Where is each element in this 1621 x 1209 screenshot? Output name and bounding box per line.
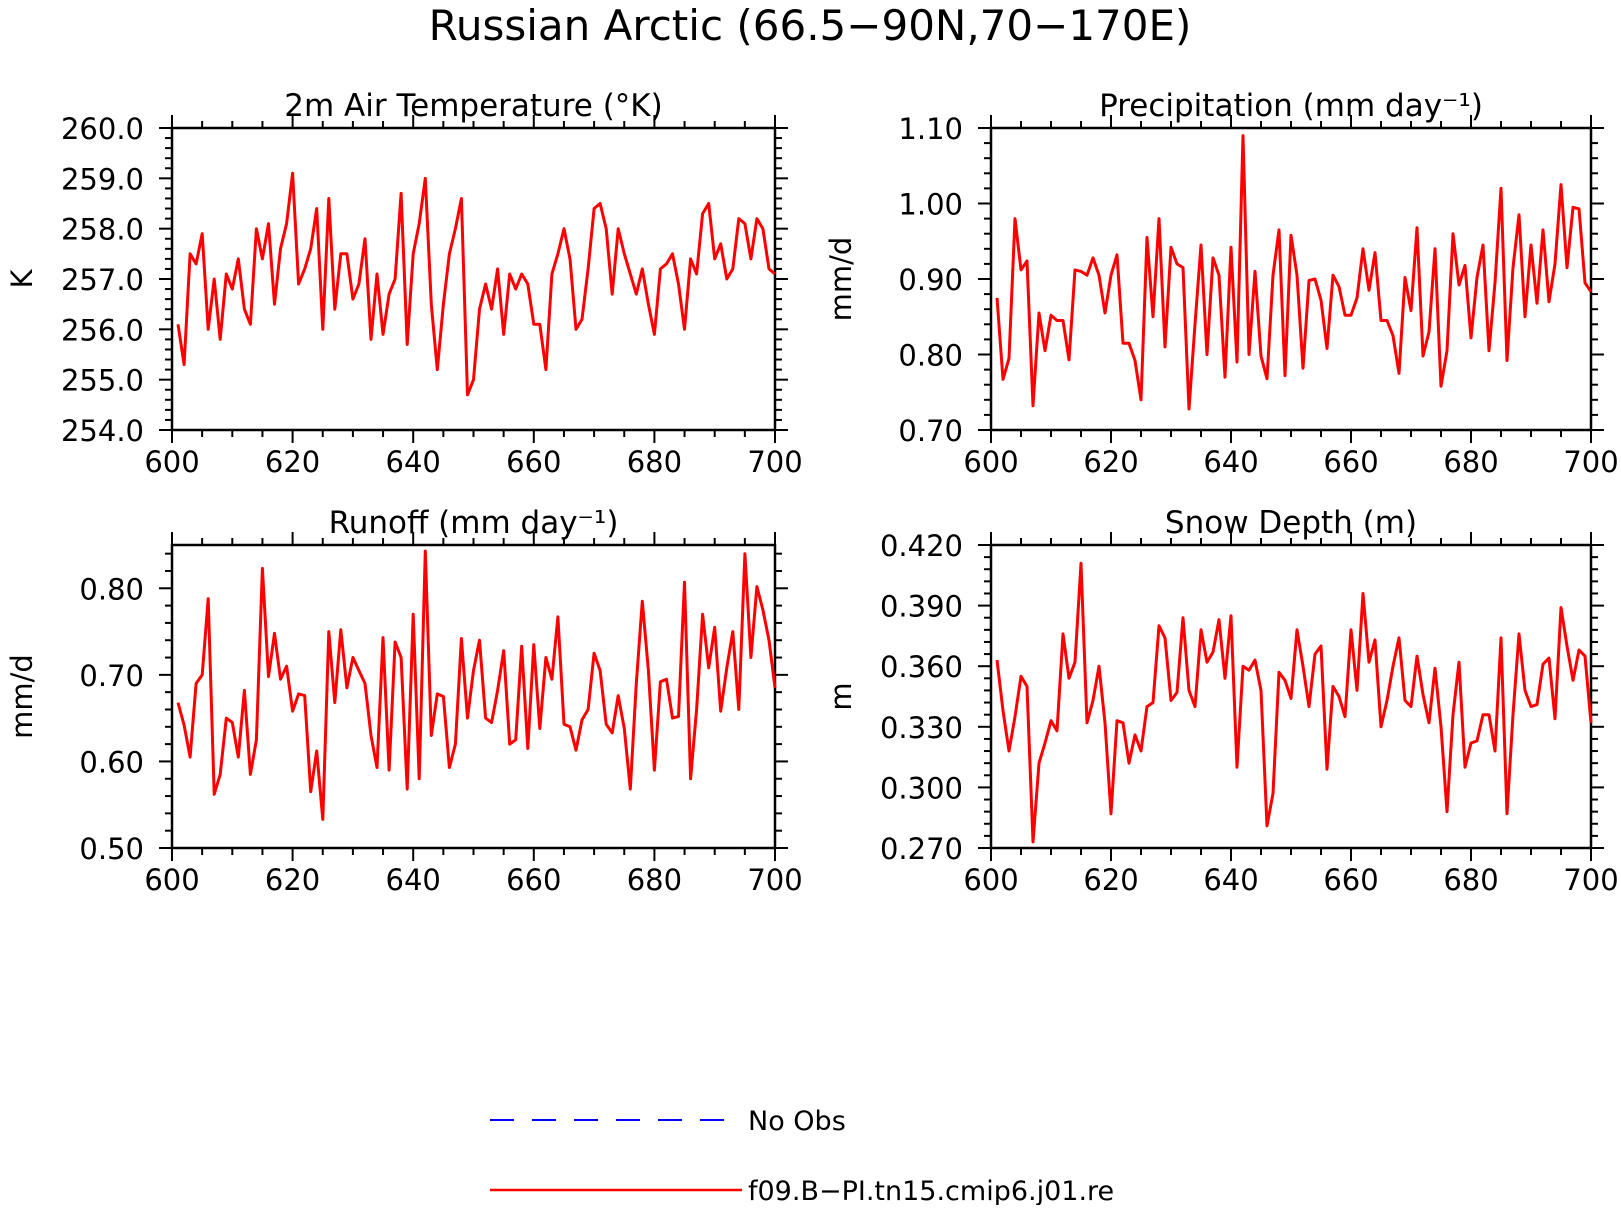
x-tick-label: 700 — [747, 863, 802, 897]
x-tick-label: 620 — [1083, 863, 1138, 897]
y-tick-label: 254.0 — [61, 414, 144, 448]
y-tick-label: 0.360 — [880, 650, 963, 684]
legend-label-1: No Obs — [748, 1106, 846, 1137]
y-tick-label: 0.50 — [79, 832, 144, 866]
plot-frame — [170, 126, 777, 432]
y-axis-label: mm/d — [824, 237, 858, 322]
x-tick-label: 620 — [1083, 445, 1138, 479]
series-line-1 — [995, 561, 1593, 844]
x-tick-label: 660 — [506, 445, 561, 479]
x-tick-label: 600 — [963, 863, 1018, 897]
x-tick-label: 640 — [1203, 863, 1258, 897]
y-tick-label: 0.90 — [898, 263, 963, 297]
y-tick-label: 0.330 — [880, 711, 963, 745]
x-tick-label: 600 — [963, 445, 1018, 479]
y-tick-label: 0.70 — [898, 414, 963, 448]
x-tick-label: 680 — [1443, 863, 1498, 897]
y-tick-label: 0.300 — [880, 771, 963, 805]
y-tick-label: 0.80 — [79, 572, 144, 606]
legend-label-2: f09.B−PI.tn15.cmip6.j01.re — [748, 1176, 1114, 1205]
chart-panel-4: Snow Depth (m) m 600 620 640 660 680 700 0.270 0.… — [824, 505, 1619, 897]
y-tick-label: 0.420 — [880, 529, 963, 563]
series-line-1 — [176, 171, 776, 397]
plot-frame — [989, 126, 1593, 432]
x-tick-label: 680 — [1443, 445, 1498, 479]
chart-panel-3: Runoff (mm day⁻¹) mm/d 600 620 640 660 680 700 0… — [5, 505, 803, 897]
panel-title: 2m Air Temperature (°K) — [284, 88, 662, 124]
y-axis-label: m — [824, 682, 858, 710]
y-tick-label: 256.0 — [61, 313, 144, 347]
y-tick-label: 259.0 — [61, 162, 144, 196]
panel-title: Runoff (mm day⁻¹) — [329, 505, 619, 541]
x-tick-label: 660 — [1323, 445, 1378, 479]
legend: No Obs f09.B−PI.tn15.cmip6.j01.re — [490, 1106, 1114, 1207]
chart-panel-1: 2m Air Temperature (°K) K 600 620 640 660 680 7… — [5, 88, 803, 479]
y-tick-label: 257.0 — [61, 263, 144, 297]
x-tick-label: 600 — [144, 445, 199, 479]
y-tick-label: 260.0 — [61, 112, 144, 146]
y-axis-label: K — [5, 269, 39, 289]
y-axis-label: mm/d — [5, 654, 39, 739]
x-tick-label: 660 — [506, 863, 561, 897]
y-tick-label: 0.270 — [880, 832, 963, 866]
x-tick-label: 640 — [1203, 445, 1258, 479]
y-tick-label: 1.10 — [898, 112, 963, 146]
x-tick-label: 680 — [627, 445, 682, 479]
page-title: Russian Arctic (66.5−90N,70−170E) — [429, 1, 1192, 50]
x-tick-label: 640 — [386, 863, 441, 897]
series-line-1 — [995, 134, 1593, 411]
x-tick-label: 620 — [265, 863, 320, 897]
x-tick-label: 680 — [627, 863, 682, 897]
y-tick-label: 0.70 — [79, 659, 144, 693]
panel-title: Precipitation (mm day⁻¹) — [1099, 88, 1483, 124]
y-tick-label: 1.00 — [898, 188, 963, 222]
x-tick-label: 600 — [144, 863, 199, 897]
y-tick-label: 0.60 — [79, 745, 144, 779]
panel-title: Snow Depth (m) — [1165, 505, 1417, 541]
y-tick-label: 258.0 — [61, 213, 144, 247]
y-tick-label: 255.0 — [61, 364, 144, 398]
chart-panel-2: Precipitation (mm day⁻¹) mm/d 600 620 640 660… — [824, 88, 1619, 479]
y-tick-label: 0.390 — [880, 590, 963, 624]
x-tick-label: 700 — [747, 445, 802, 479]
x-tick-label: 620 — [265, 445, 320, 479]
y-tick-label: 0.80 — [898, 339, 963, 373]
x-tick-label: 640 — [386, 445, 441, 479]
x-tick-label: 700 — [1563, 445, 1618, 479]
series-line-1 — [176, 549, 777, 821]
x-tick-label: 660 — [1323, 863, 1378, 897]
x-tick-label: 700 — [1563, 863, 1618, 897]
